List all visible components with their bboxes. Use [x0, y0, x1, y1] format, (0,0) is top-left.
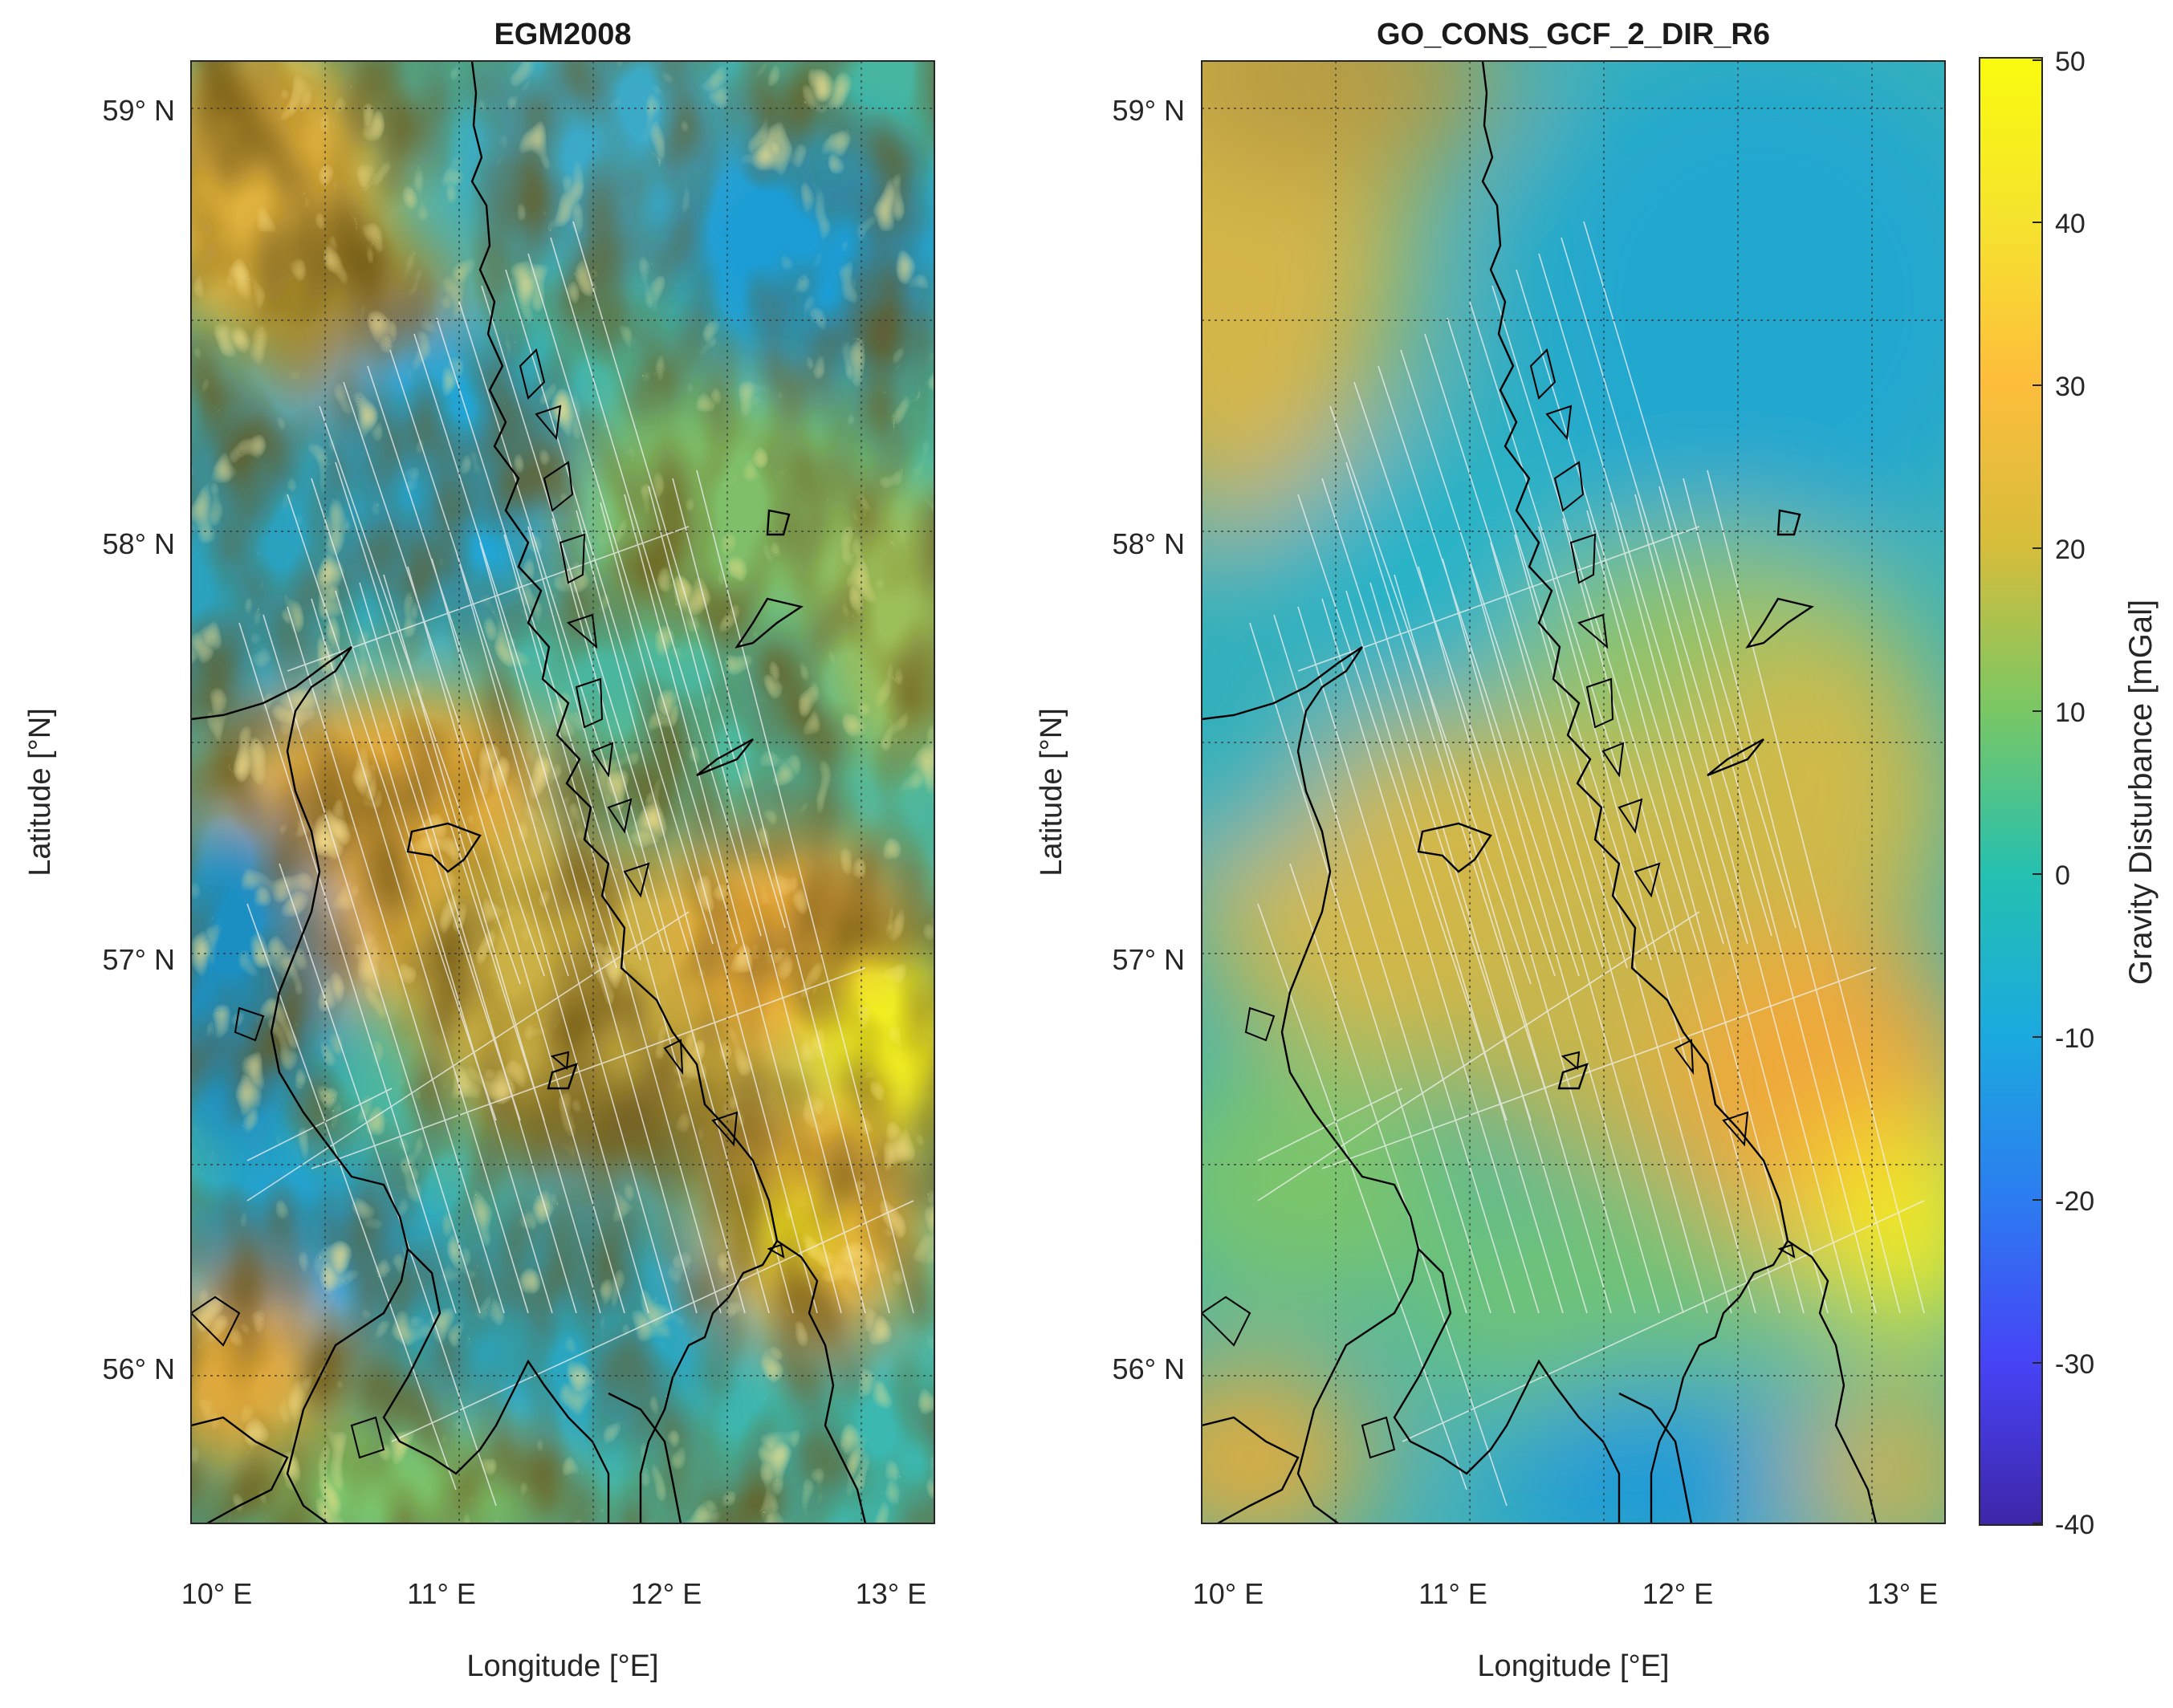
xtick-label: 12° E — [631, 1577, 702, 1610]
y-axis-label-right: Latitude [°N] — [1035, 708, 1068, 876]
panel-title-go-cons: GO_CONS_GCF_2_DIR_R6 — [1377, 18, 1770, 51]
xtick-label: 12° E — [1642, 1577, 1713, 1610]
ytick-label: 58° N — [1113, 527, 1185, 560]
xtick-label: 10° E — [1193, 1577, 1264, 1610]
xtick-label: 13° E — [856, 1577, 926, 1610]
ytick-label: 58° N — [103, 527, 175, 560]
colorbar-tick: 0 — [2055, 860, 2070, 891]
xtick-label: 11° E — [407, 1577, 476, 1610]
x-axis-label-right: Longitude [°E] — [1477, 1649, 1669, 1683]
axes-frame-left — [190, 60, 935, 1524]
ytick-label: 56° N — [103, 1352, 175, 1385]
xtick-label: 10° E — [181, 1577, 252, 1610]
colorbar-tick: -10 — [2055, 1023, 2094, 1054]
colorbar-tick: 10 — [2055, 697, 2086, 728]
colorbar: 50 40 30 20 10 0 -10 -20 -30 -40 Gravity… — [1979, 47, 2159, 1540]
panel-go-cons: GO_CONS_GCF_2_DIR_R6 — [1035, 18, 1946, 1683]
colorbar-tick: 50 — [2055, 47, 2086, 77]
colorbar-tick: 20 — [2055, 535, 2086, 565]
colorbar-tick: -20 — [2055, 1186, 2094, 1217]
xtick-label: 11° E — [1418, 1577, 1487, 1610]
axes-frame-right — [1201, 60, 1946, 1524]
colorbar-tick: -30 — [2055, 1349, 2094, 1380]
x-axis-label-left: Longitude [°E] — [466, 1649, 658, 1683]
ytick-label: 59° N — [103, 94, 175, 127]
panel-egm2008: EGM2008 — [23, 18, 935, 1683]
colorbar-label: Gravity Disturbance [mGal] — [2123, 600, 2159, 985]
panel-title-egm2008: EGM2008 — [494, 18, 631, 51]
y-axis-label-left: Latitude [°N] — [23, 708, 57, 876]
ytick-label: 57° N — [103, 943, 175, 976]
ytick-label: 56° N — [1113, 1352, 1185, 1385]
ytick-label: 59° N — [1113, 94, 1185, 127]
colorbar-tick: 40 — [2055, 209, 2086, 239]
colorbar-tick: -40 — [2055, 1510, 2094, 1540]
field-map-egm2008 — [191, 61, 934, 1523]
colorbar-tick: 30 — [2055, 372, 2086, 402]
ytick-label: 57° N — [1113, 943, 1185, 976]
colorbar-gradient — [1979, 57, 2043, 1526]
xtick-label: 13° E — [1867, 1577, 1938, 1610]
